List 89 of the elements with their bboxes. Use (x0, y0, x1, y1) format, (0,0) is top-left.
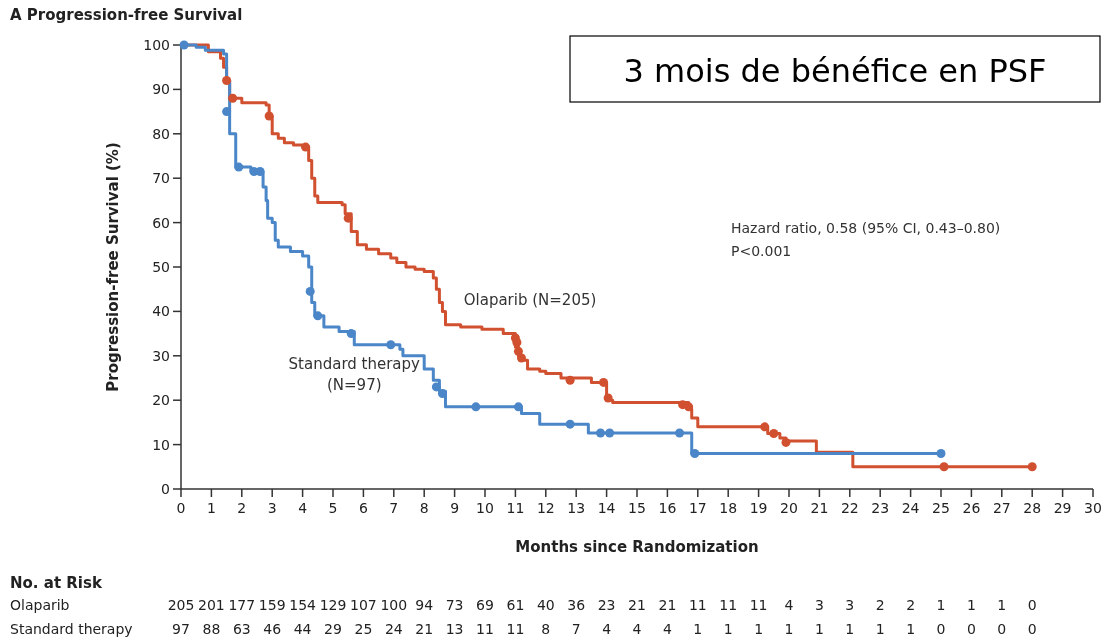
point (437, 389, 447, 399)
x-tick-label: 24 (901, 500, 920, 516)
point (513, 346, 523, 356)
y-tick-label: 90 (152, 81, 170, 98)
x-tick-label: 28 (1023, 500, 1042, 516)
point (512, 337, 522, 347)
point (516, 353, 526, 363)
point (603, 393, 613, 403)
y-tick-label: 50 (152, 259, 170, 275)
x-tick-label: 16 (658, 500, 677, 516)
x-tick-label: 4 (298, 500, 308, 516)
x-tick-label: 8 (419, 500, 429, 516)
x-tick-label: 20 (780, 500, 798, 516)
x-tick-label: 29 (1053, 500, 1072, 516)
y-tick-label: 30 (152, 347, 170, 364)
x-tick-label: 2 (237, 500, 247, 516)
series-label: Olaparib (N=205) (463, 290, 597, 309)
y-tick-label: 60 (152, 214, 170, 231)
y-tick-label: 40 (152, 303, 170, 320)
point (936, 448, 946, 458)
text-box: 3 mois de bénéfice en PSF (569, 35, 1101, 103)
text: Olaparib (10, 597, 70, 613)
annotation: P<0.001 (731, 243, 792, 259)
x-tick-label: 27 (992, 500, 1011, 516)
x-axis-title: Months since Randomization (515, 538, 759, 556)
point (431, 382, 441, 392)
chart-title: A Progression-free Survival (10, 6, 243, 24)
point (386, 340, 396, 350)
x-tick-label: 3 (267, 500, 277, 516)
x-tick-label: 26 (962, 500, 981, 516)
y-tick-label: 70 (152, 170, 170, 187)
x-tick-label: 13 (567, 500, 586, 516)
text: Standard therapy (10, 621, 133, 637)
point (313, 311, 323, 321)
x-tick-label: 30 (1084, 500, 1102, 516)
point (471, 402, 481, 412)
x-tick-label: 10 (476, 500, 494, 516)
point (234, 162, 244, 172)
annotation: Hazard ratio, 0.58 (95% CI, 0.43–0.80) (731, 220, 1001, 236)
x-tick-label: 14 (597, 500, 616, 516)
y-tick-label: 100 (143, 37, 170, 53)
x-tick-label: 5 (328, 500, 338, 516)
point (675, 428, 685, 438)
point (513, 402, 523, 412)
point (939, 462, 949, 472)
point (596, 428, 606, 438)
point (222, 76, 232, 86)
annotation: 3 mois de bénéfice en PSF (623, 52, 1047, 90)
x-tick-label: 21 (810, 500, 829, 516)
x-tick-label: 11 (506, 500, 525, 516)
text: 97 88 63 46 44 29 25 24 21 13 11 11 8 7 4 4 4 1 1 1 1 1 1 1 1 0 0 0 0 (172, 621, 1037, 637)
x-tick-label: 6 (358, 500, 368, 516)
point (305, 286, 315, 296)
point (605, 428, 615, 438)
x-tick-label: 23 (871, 500, 890, 516)
x-tick-label: 9 (450, 500, 460, 516)
point (769, 429, 779, 438)
y-axis-title: Progression-free Survival (%) (104, 142, 122, 392)
x-tick-label: 15 (628, 500, 646, 516)
y-tick-label: 20 (152, 392, 170, 409)
point (690, 448, 700, 458)
x-tick-label: 7 (389, 500, 399, 516)
point (228, 93, 238, 103)
point (179, 40, 189, 50)
point (301, 142, 311, 152)
point (346, 329, 356, 339)
x-tick-label: 19 (749, 500, 768, 516)
point (760, 422, 770, 432)
x-tick-label: 22 (840, 500, 859, 516)
point (781, 437, 791, 447)
point (684, 402, 694, 412)
point (264, 111, 274, 121)
point (565, 375, 575, 385)
x-tick-label: 18 (719, 500, 738, 516)
x-tick-label: 12 (536, 500, 555, 516)
x-tick-label: 17 (688, 500, 707, 516)
point (1027, 462, 1037, 472)
y-tick-label: 0 (161, 481, 170, 497)
text: No. at Risk (10, 574, 103, 592)
point (599, 377, 609, 387)
y-tick-label: 80 (152, 125, 170, 142)
point (565, 419, 575, 429)
x-tick-label: 1 (206, 500, 216, 516)
series-label: Standard therapy (N=97) (288, 355, 421, 395)
point (222, 107, 232, 117)
x-tick-label: 0 (176, 500, 186, 516)
x-tick-label: 25 (932, 500, 950, 516)
text: 205 201 177 159 154 129 107 100 94 73 69 61 40 36 23 21 21 11 11 11 4 3 3 2 2 1 1 1 0 (167, 597, 1037, 613)
y-tick-label: 10 (152, 436, 170, 453)
